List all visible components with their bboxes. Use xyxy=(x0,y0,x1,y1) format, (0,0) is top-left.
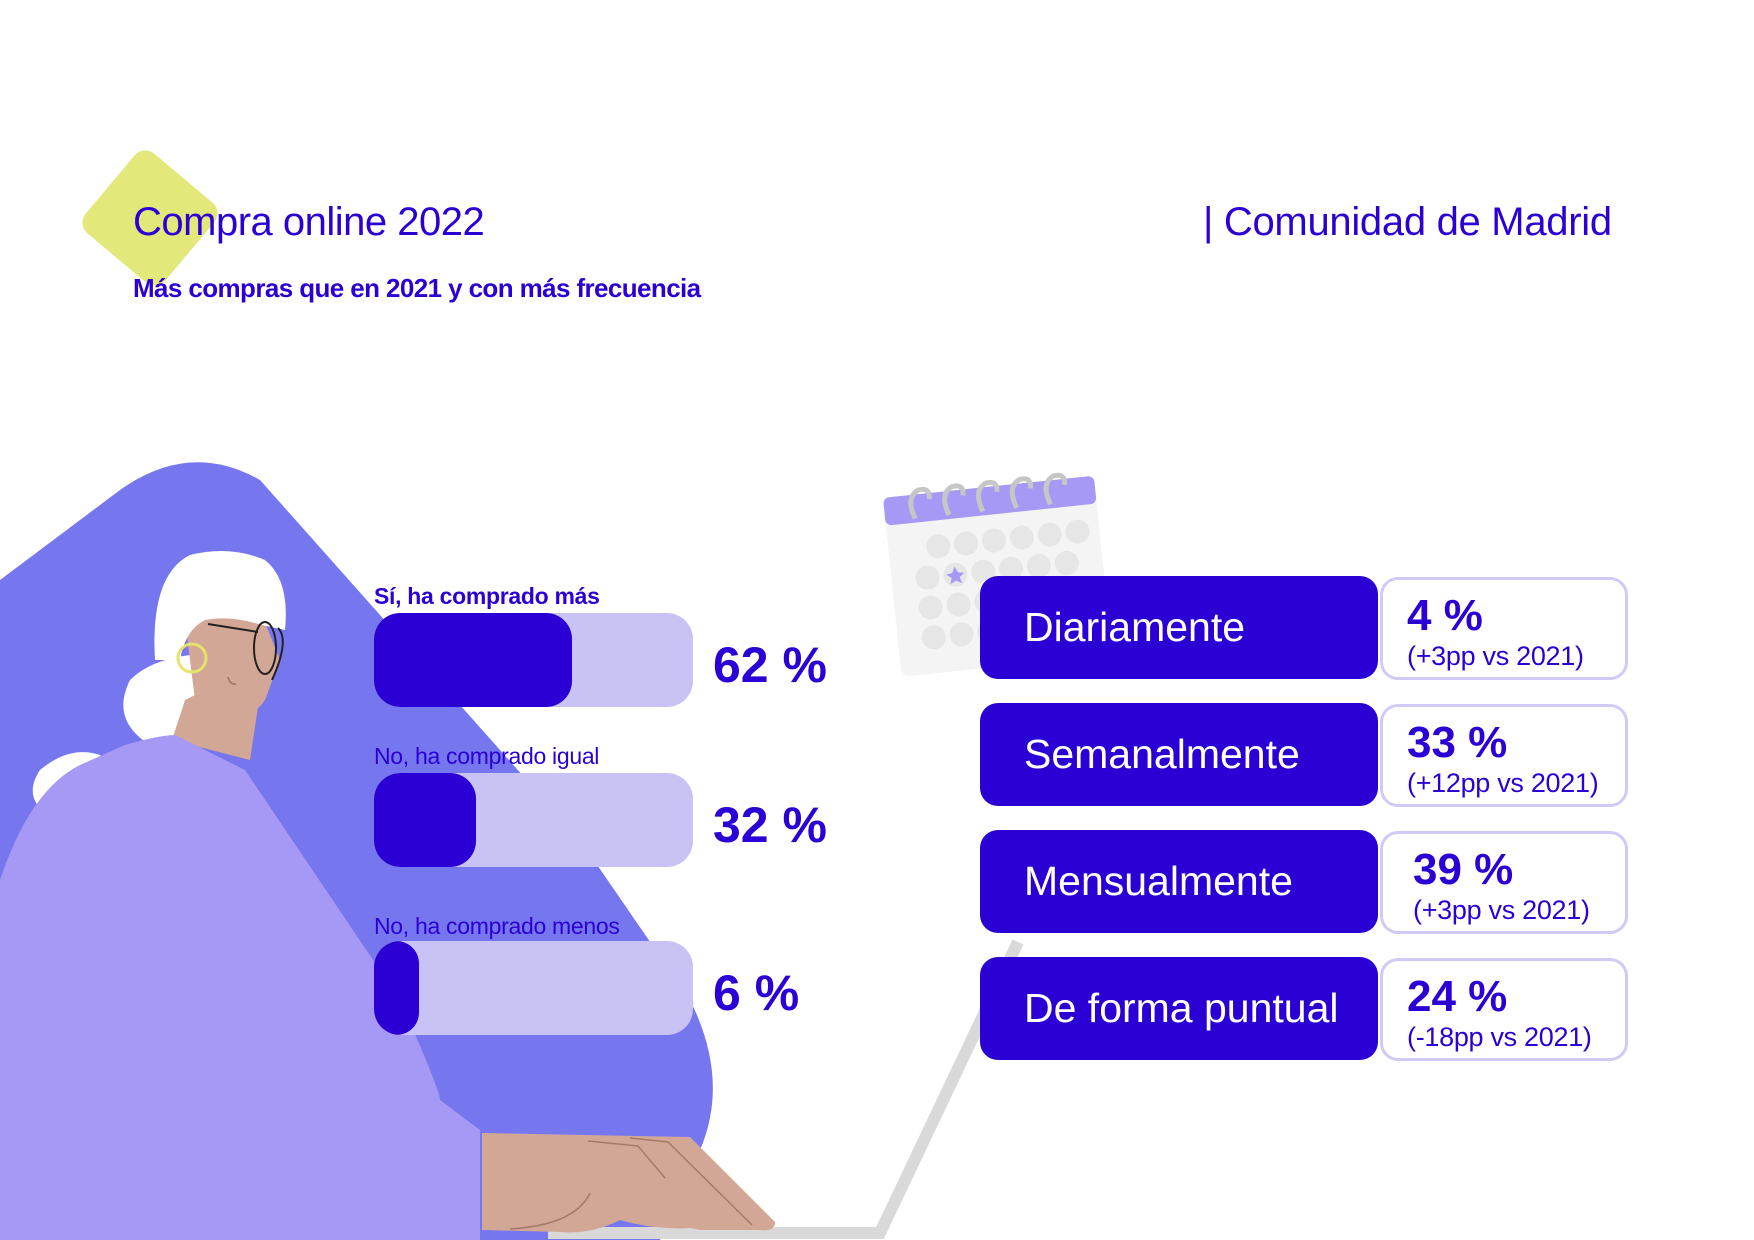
freq-delta-daily: (+3pp vs 2021) xyxy=(1407,641,1584,671)
freq-pct-occasional: 24 % xyxy=(1407,972,1508,1021)
hand xyxy=(482,1133,775,1233)
bar-value-less: 6 % xyxy=(713,965,800,1021)
freq-label-occasional: De forma puntual xyxy=(980,957,1378,1060)
bar-track-less xyxy=(374,941,693,1035)
earring xyxy=(176,642,208,674)
bar-fill-same xyxy=(374,773,477,867)
freq-label-daily: Diariamente xyxy=(980,576,1378,679)
laptop-outline xyxy=(548,939,1024,1239)
bar-fill-more xyxy=(374,613,572,707)
freq-label-monthly: Mensualmente xyxy=(980,830,1378,933)
hair-top xyxy=(154,551,286,660)
page-subtitle: Más compras que en 2021 y con más frecue… xyxy=(133,273,701,303)
hair-ponytail xyxy=(123,652,206,752)
freq-delta-occasional: (-18pp vs 2021) xyxy=(1407,1022,1592,1052)
region-title: | Comunidad de Madrid xyxy=(1203,200,1612,244)
freq-pct-weekly: 33 % xyxy=(1407,718,1508,767)
freq-value-occasional: 24 % (-18pp vs 2021) xyxy=(1380,958,1628,1061)
bar-label-less: No, ha comprado menos xyxy=(374,913,620,939)
bar-label-more: Sí, ha comprado más xyxy=(374,583,600,609)
bar-track-same xyxy=(374,773,693,867)
bar-value-more: 62 % xyxy=(713,637,827,693)
freq-pct-monthly: 39 % xyxy=(1413,845,1514,894)
freq-value-weekly: 33 % (+12pp vs 2021) xyxy=(1380,704,1628,807)
freq-value-daily: 4 % (+3pp vs 2021) xyxy=(1380,577,1628,680)
freq-label-weekly: Semanalmente xyxy=(980,703,1378,806)
bar-label-same: No, ha comprado igual xyxy=(374,743,600,769)
freq-value-monthly: 39 % (+3pp vs 2021) xyxy=(1380,831,1628,934)
bar-value-same: 32 % xyxy=(713,797,827,853)
freq-delta-weekly: (+12pp vs 2021) xyxy=(1407,768,1599,798)
sweater-sleeve xyxy=(0,918,480,1240)
bar-track-more xyxy=(374,613,693,707)
freq-pct-daily: 4 % xyxy=(1407,591,1483,640)
page-title: Compra online 2022 xyxy=(133,200,485,244)
freq-delta-monthly: (+3pp vs 2021) xyxy=(1413,895,1590,925)
face xyxy=(185,615,280,720)
glasses xyxy=(253,621,277,675)
bar-fill-less xyxy=(374,941,419,1035)
